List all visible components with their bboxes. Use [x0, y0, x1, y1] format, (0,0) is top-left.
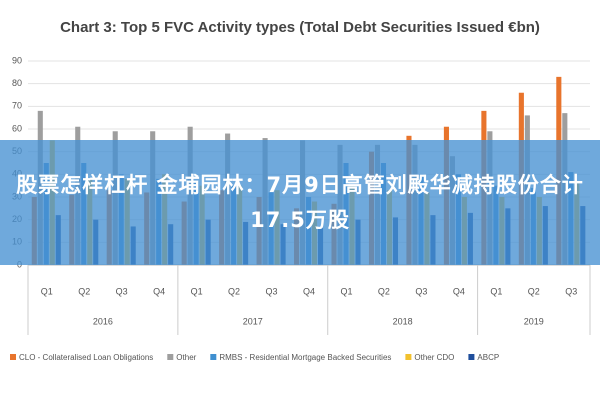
legend-swatch	[468, 354, 475, 360]
x-group-label: 2017	[243, 316, 263, 326]
chart-title: Chart 3: Top 5 FVC Activity types (Total…	[60, 19, 540, 36]
x-tick-label: Q2	[378, 286, 390, 296]
x-group-label: 2016	[93, 316, 113, 326]
y-tick-label: 70	[12, 101, 22, 111]
y-tick-label: 90	[12, 55, 22, 65]
y-tick-label: 80	[12, 78, 22, 88]
legend-label: ABCP	[477, 353, 499, 362]
x-tick-label: Q2	[528, 286, 540, 296]
x-tick-label: Q3	[565, 286, 577, 296]
legend-swatch	[10, 354, 16, 360]
legend-label: Other	[176, 353, 196, 362]
x-tick-label: Q4	[303, 286, 315, 296]
legend-label: RMBS - Residential Mortgage Backed Secur…	[219, 353, 391, 362]
x-tick-label: Q1	[340, 286, 352, 296]
legend-swatch	[405, 354, 412, 360]
x-tick-label: Q3	[415, 286, 427, 296]
x-tick-label: Q4	[153, 286, 165, 296]
x-tick-label: Q2	[228, 286, 240, 296]
x-tick-label: Q2	[78, 286, 90, 296]
x-tick-label: Q3	[116, 286, 128, 296]
x-tick-label: Q1	[41, 286, 53, 296]
headline[interactable]: 股票怎样杠杆 金埔园林：7月9日高管刘殿华减持股份合计17.5万股	[16, 172, 584, 232]
x-tick-label: Q4	[453, 286, 465, 296]
y-tick-label: 60	[12, 123, 22, 133]
legend-label: CLO - Collateralised Loan Obligations	[19, 353, 153, 362]
legend-swatch	[210, 354, 217, 360]
x-tick-label: Q3	[266, 286, 278, 296]
x-tick-label: Q1	[490, 286, 502, 296]
overlay-banner: 股票怎样杠杆 金埔园林：7月9日高管刘殿华减持股份合计17.5万股	[0, 140, 600, 265]
legend-swatch	[167, 354, 174, 360]
x-group-label: 2019	[524, 316, 544, 326]
x-tick-label: Q1	[191, 286, 203, 296]
legend-label: Other CDO	[414, 353, 454, 362]
x-group-label: 2018	[393, 316, 413, 326]
